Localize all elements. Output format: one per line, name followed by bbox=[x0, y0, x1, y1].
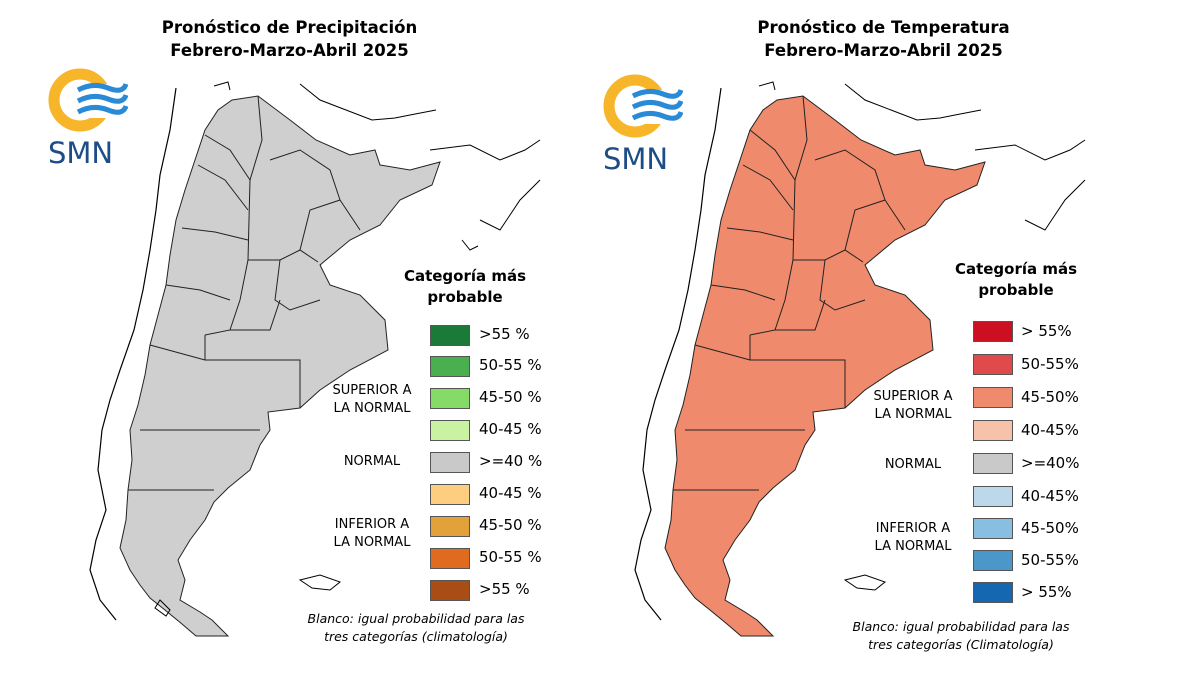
legend-label: 50-55 % bbox=[479, 548, 542, 566]
legend-label: 50-55% bbox=[1021, 355, 1079, 373]
legend-swatch bbox=[430, 452, 470, 473]
legend-label: 45-50% bbox=[1021, 519, 1079, 537]
legend-label: >55 % bbox=[479, 580, 530, 598]
legend-swatch bbox=[973, 420, 1013, 441]
legend-label: >=40% bbox=[1021, 454, 1080, 472]
legend-label: >=40 % bbox=[479, 452, 543, 470]
legend-label: > 55% bbox=[1021, 583, 1072, 601]
legend-swatch bbox=[430, 420, 470, 441]
category-normal: NORMAL bbox=[343, 454, 401, 469]
legend-label: 45-50 % bbox=[479, 516, 542, 534]
precipitation-title: Pronóstico de Precipitación Febrero-Marz… bbox=[161, 18, 418, 60]
legend-label: 40-45% bbox=[1021, 487, 1079, 505]
legend-title: Categoría más probable bbox=[954, 260, 1078, 299]
legend-swatch bbox=[973, 321, 1013, 342]
smn-logo-text: SMN bbox=[48, 136, 114, 170]
legend-label: > 55% bbox=[1021, 322, 1072, 340]
legend-label: 50-55 % bbox=[479, 356, 542, 374]
temperature-map bbox=[634, 81, 1086, 637]
legend-label: 40-45 % bbox=[479, 420, 542, 438]
legend-label: 40-45% bbox=[1021, 421, 1079, 439]
legend-swatch bbox=[973, 582, 1013, 603]
legend-swatch bbox=[430, 388, 470, 409]
climatology-note: Blanco: igual probabilidad para las tres… bbox=[307, 611, 525, 644]
smn-logo-icon bbox=[48, 68, 128, 132]
legend-label: 45-50% bbox=[1021, 388, 1079, 406]
climatology-note: Blanco: igual probabilidad para las tres… bbox=[852, 619, 1070, 652]
temperature-title: Pronóstico de Temperatura Febrero-Marzo-… bbox=[757, 18, 1010, 60]
category-superior: SUPERIOR A LA NORMAL bbox=[332, 383, 412, 416]
smn-logo-icon bbox=[603, 74, 683, 138]
legend-swatch bbox=[973, 486, 1013, 507]
smn-logo-text: SMN bbox=[603, 142, 669, 176]
precipitation-panel: Pronóstico de Precipitación Febrero-Marz… bbox=[48, 18, 543, 644]
legend-swatch bbox=[973, 550, 1013, 571]
legend-title: Categoría más probable bbox=[403, 267, 527, 306]
smn-logo: SMN bbox=[603, 74, 683, 176]
category-inferior: INFERIOR A LA NORMAL bbox=[333, 517, 411, 550]
legend-swatch bbox=[430, 516, 470, 537]
category-superior: SUPERIOR A LA NORMAL bbox=[873, 389, 953, 422]
legend-label: 45-50 % bbox=[479, 388, 542, 406]
legend-swatch bbox=[973, 518, 1013, 539]
temperature-panel: Pronóstico de Temperatura Febrero-Marzo-… bbox=[591, 0, 1182, 674]
category-normal: NORMAL bbox=[884, 457, 942, 472]
legend-label: >55 % bbox=[479, 325, 530, 343]
legend-swatch bbox=[973, 354, 1013, 375]
legend-label: 50-55% bbox=[1021, 551, 1079, 569]
legend-swatch bbox=[430, 548, 470, 569]
smn-logo: SMN bbox=[48, 68, 128, 170]
legend-swatch bbox=[973, 453, 1013, 474]
legend-swatch bbox=[430, 484, 470, 505]
legend-swatch bbox=[973, 387, 1013, 408]
legend-label: 40-45 % bbox=[479, 484, 542, 502]
legend-swatch bbox=[430, 325, 470, 346]
precipitation-map bbox=[89, 81, 541, 637]
legend-swatch bbox=[430, 356, 470, 377]
legend-swatch bbox=[430, 580, 470, 601]
category-inferior: INFERIOR A LA NORMAL bbox=[874, 521, 952, 554]
